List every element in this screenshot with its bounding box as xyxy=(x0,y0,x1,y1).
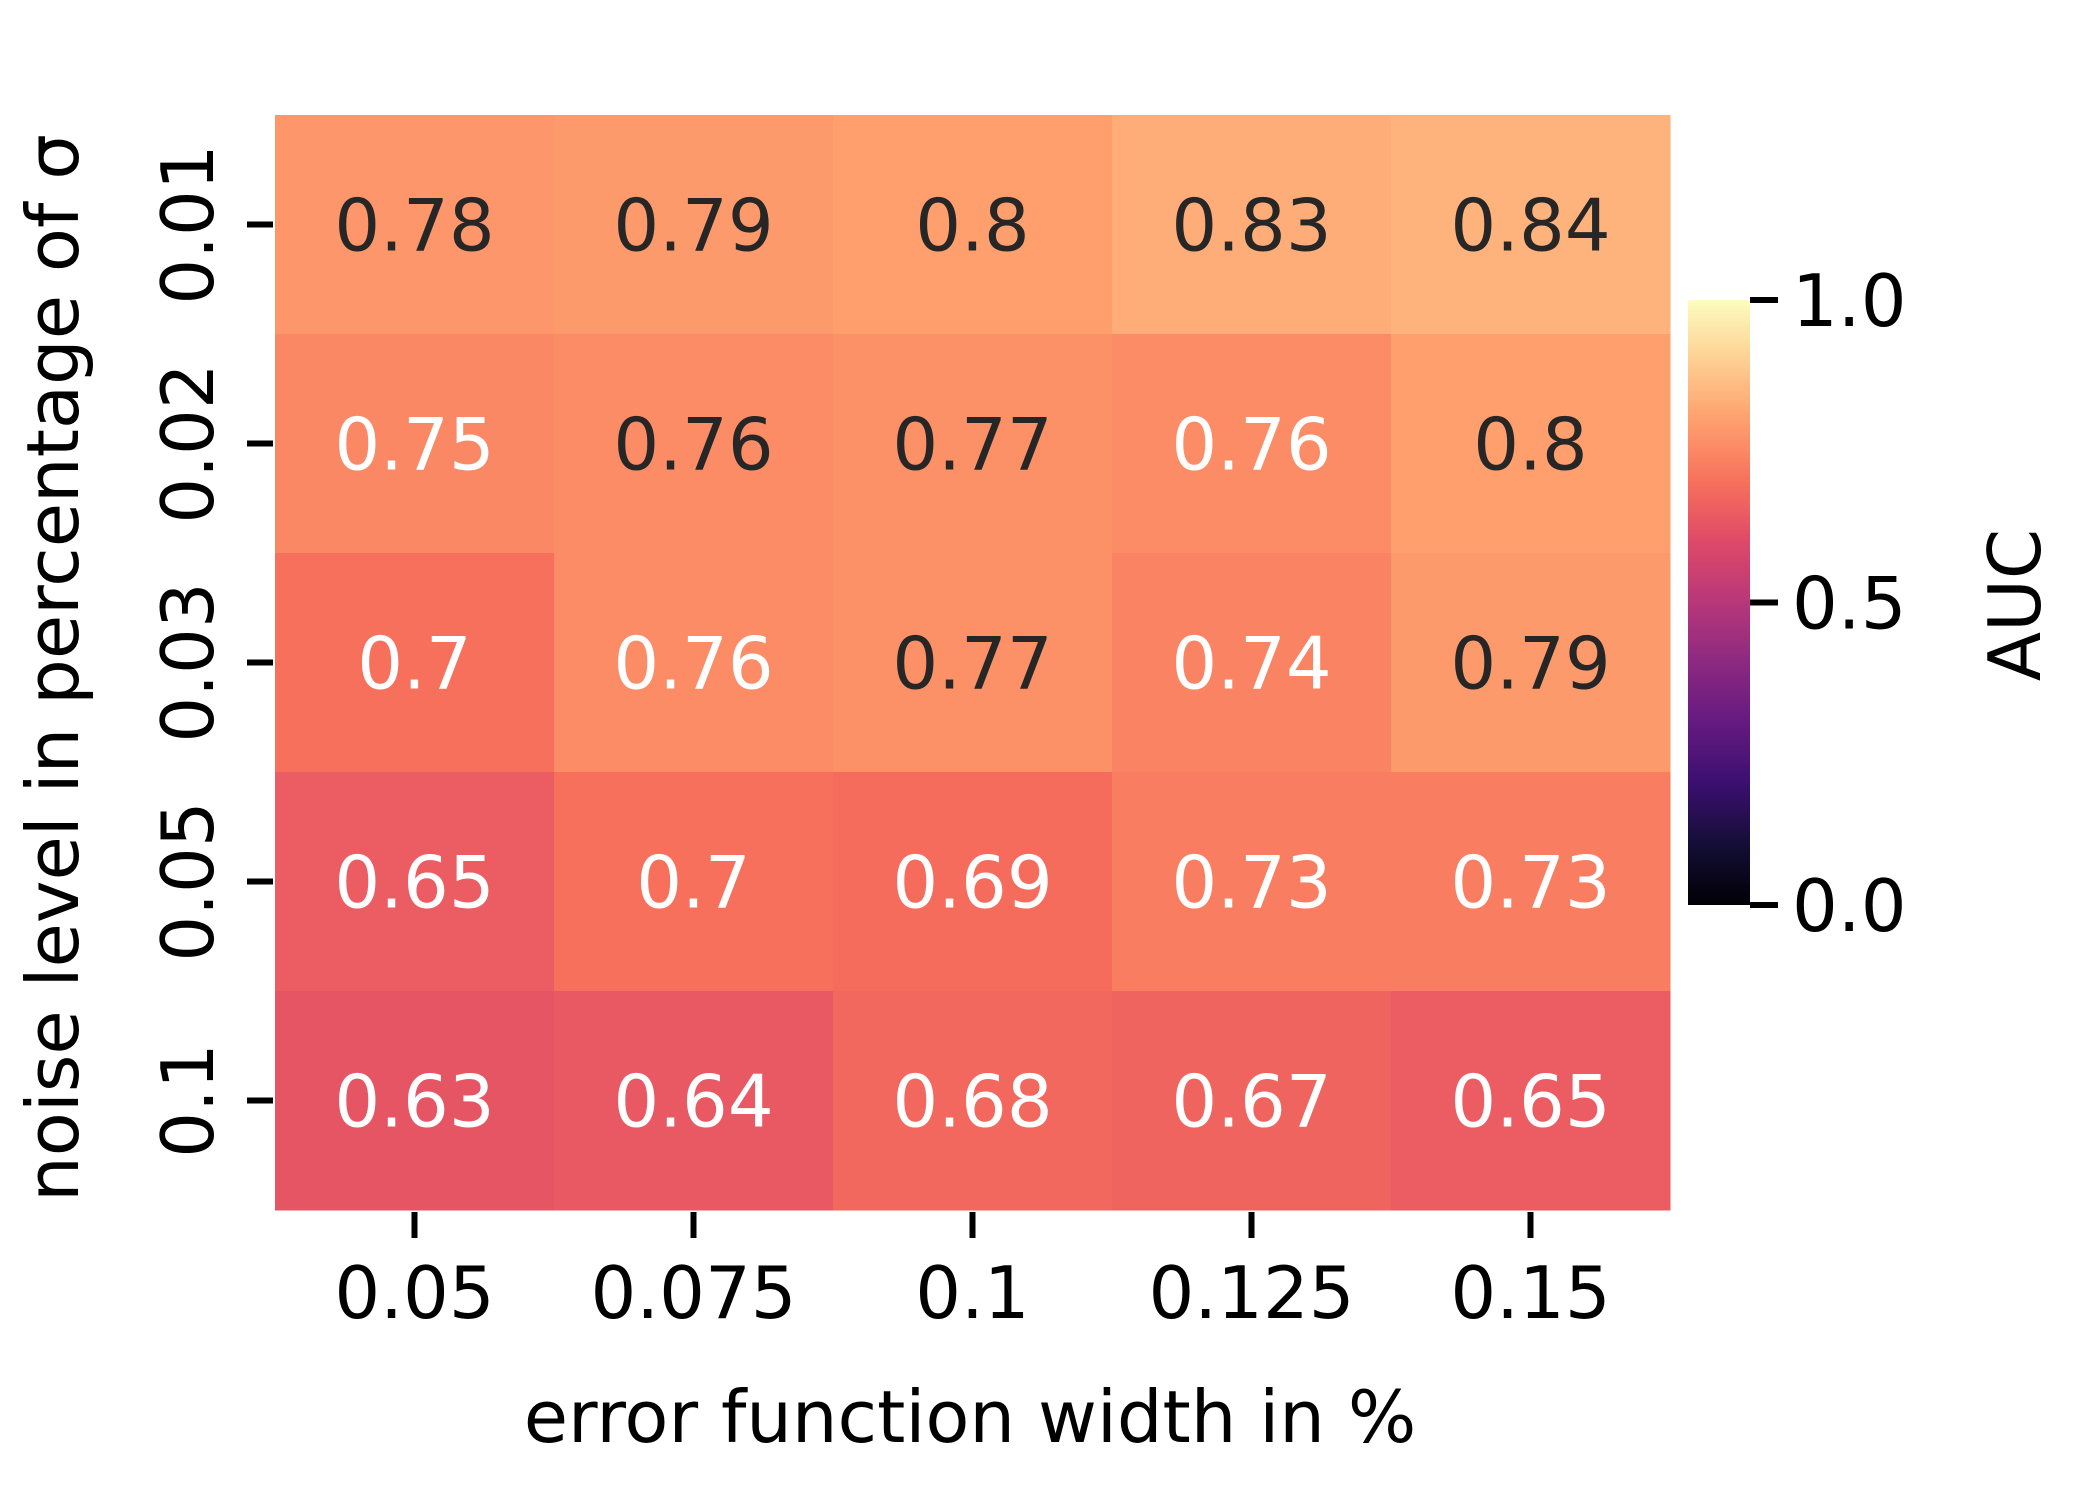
heatmap-cell-label: 0.65 xyxy=(1450,1060,1610,1144)
heatmap-cell xyxy=(554,553,834,773)
y-tick-label: 0.03 xyxy=(146,582,230,742)
colorbar-ticks: 0.0 0.5 1.0 xyxy=(1750,259,1907,948)
heatmap-cell-label: 0.79 xyxy=(1450,622,1610,706)
heatmap-cell xyxy=(275,334,555,554)
heatmap-cell-label: 0.73 xyxy=(1171,841,1331,925)
heatmap-cells: 0.78 0.79 0.8 0.83 0.84 0.75 0.76 0.77 0.76 0.8 0.… xyxy=(275,115,1671,1211)
x-tick-label: 0.15 xyxy=(1450,1251,1610,1335)
heatmap-cell xyxy=(554,772,834,992)
x-tick-label: 0.075 xyxy=(590,1251,796,1335)
heatmap-cell xyxy=(275,553,555,773)
colorbar-tick-label: 0.5 xyxy=(1792,562,1907,646)
colorbar xyxy=(1688,300,1750,905)
x-tick-label: 0.05 xyxy=(334,1251,494,1335)
heatmap-cell-label: 0.83 xyxy=(1171,184,1331,268)
heatmap-cell xyxy=(275,991,555,1211)
heatmap-cell xyxy=(833,772,1113,992)
heatmap-cell-label: 0.76 xyxy=(613,622,773,706)
heatmap-cell-label: 0.67 xyxy=(1171,1060,1331,1144)
heatmap-cell-label: 0.68 xyxy=(892,1060,1052,1144)
heatmap-cell-label: 0.79 xyxy=(613,184,773,268)
x-tick-label: 0.125 xyxy=(1148,1251,1354,1335)
heatmap-cell xyxy=(275,115,555,335)
heatmap-cell-label: 0.8 xyxy=(915,184,1030,268)
heatmap-cell xyxy=(833,991,1113,1211)
heatmap-cell xyxy=(554,991,834,1211)
heatmap-cell-label: 0.77 xyxy=(892,622,1052,706)
heatmap-cell-label: 0.76 xyxy=(1171,403,1331,487)
heatmap-cell xyxy=(1391,115,1671,335)
x-axis-ticks: 0.05 0.075 0.1 0.125 0.15 xyxy=(334,1212,1611,1335)
heatmap-cell-label: 0.69 xyxy=(892,841,1052,925)
heatmap-cell-label: 0.77 xyxy=(892,403,1052,487)
y-tick-label: 0.02 xyxy=(146,363,230,523)
colorbar-tick-label: 1.0 xyxy=(1792,259,1907,343)
heatmap-cell-label: 0.7 xyxy=(357,622,472,706)
heatmap-cell-label: 0.76 xyxy=(613,403,773,487)
colorbar-label: AUC xyxy=(1973,529,2057,681)
heatmap-cell-label: 0.8 xyxy=(1473,403,1588,487)
heatmap-cell-label: 0.7 xyxy=(636,841,751,925)
heatmap-cell xyxy=(1112,115,1392,335)
heatmap-cell-label: 0.63 xyxy=(334,1060,494,1144)
heatmap-cell xyxy=(833,115,1113,335)
heatmap-cell-label: 0.75 xyxy=(334,403,494,487)
heatmap-cell-label: 0.65 xyxy=(334,841,494,925)
heatmap-cell xyxy=(1112,553,1392,773)
y-tick-label: 0.01 xyxy=(146,144,230,304)
heatmap-cell-label: 0.84 xyxy=(1450,184,1610,268)
heatmap-cell xyxy=(1112,991,1392,1211)
heatmap-cell-label: 0.74 xyxy=(1171,622,1331,706)
heatmap-cell xyxy=(1391,991,1671,1211)
heatmap-cell xyxy=(554,334,834,554)
colorbar-tick-label: 0.0 xyxy=(1792,864,1907,948)
heatmap-cell xyxy=(833,334,1113,554)
heatmap-cell xyxy=(1112,772,1392,992)
heatmap-cell-label: 0.73 xyxy=(1450,841,1610,925)
y-axis-ticks: 0.01 0.02 0.03 0.05 0.1 xyxy=(146,144,273,1158)
heatmap-cell xyxy=(275,772,555,992)
heatmap-cell xyxy=(554,115,834,335)
heatmap-cell-label: 0.64 xyxy=(613,1060,773,1144)
x-tick-label: 0.1 xyxy=(915,1251,1030,1335)
y-axis-label: noise level in percentage of σ xyxy=(11,134,95,1202)
heatmap-cell xyxy=(833,553,1113,773)
heatmap-cell xyxy=(1391,334,1671,554)
heatmap-cell xyxy=(1112,334,1392,554)
heatmap-cell-label: 0.78 xyxy=(334,184,494,268)
y-tick-label: 0.1 xyxy=(146,1043,230,1158)
heatmap-cell xyxy=(1391,553,1671,773)
x-axis-label: error function width in % xyxy=(524,1375,1416,1459)
heatmap-cell xyxy=(1391,772,1671,992)
y-tick-label: 0.05 xyxy=(146,801,230,961)
